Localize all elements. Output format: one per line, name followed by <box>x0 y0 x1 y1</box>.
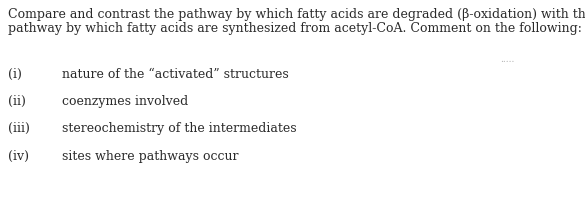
Text: (iii): (iii) <box>8 122 30 135</box>
Text: pathway by which fatty acids are synthesized from acetyl-CoA. Comment on the fol: pathway by which fatty acids are synthes… <box>8 22 582 35</box>
Text: sites where pathways occur: sites where pathways occur <box>62 150 239 163</box>
Text: stereochemistry of the intermediates: stereochemistry of the intermediates <box>62 122 297 135</box>
Text: (iv): (iv) <box>8 150 29 163</box>
Text: coenzymes involved: coenzymes involved <box>62 95 188 108</box>
Text: (i): (i) <box>8 68 22 81</box>
Text: (ii): (ii) <box>8 95 26 108</box>
Text: .....: ..... <box>500 55 514 64</box>
Text: nature of the “activated” structures: nature of the “activated” structures <box>62 68 289 81</box>
Text: Compare and contrast the pathway by which fatty acids are degraded (β-oxidation): Compare and contrast the pathway by whic… <box>8 8 585 21</box>
